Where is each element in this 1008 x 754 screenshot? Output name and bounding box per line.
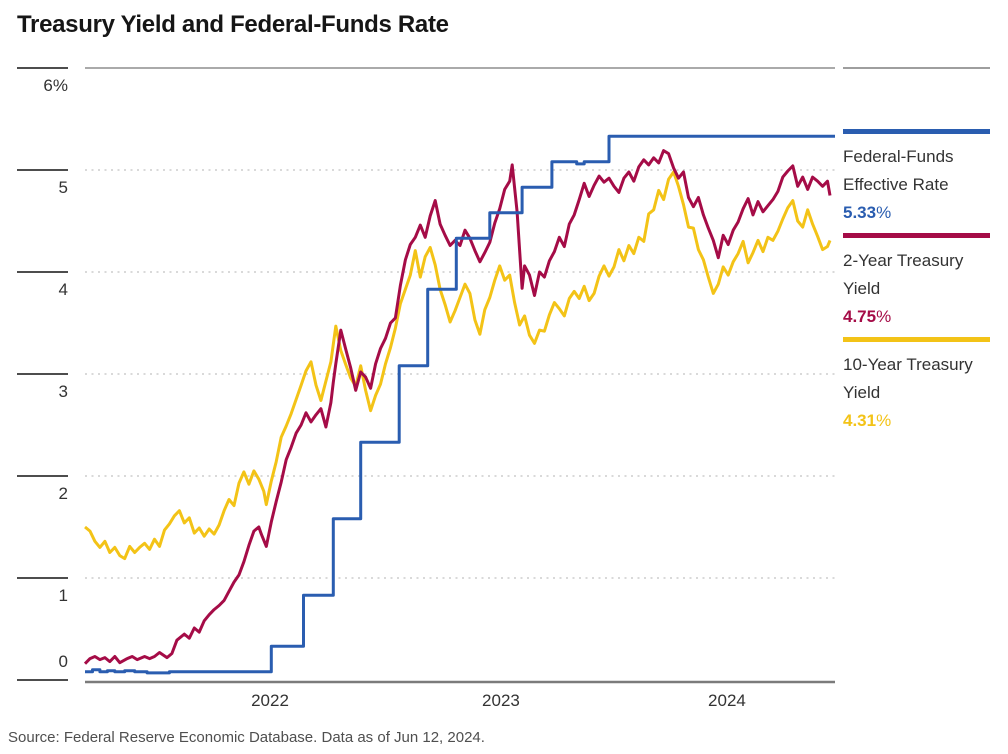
y-axis-label: 2 [58, 484, 68, 503]
legend-value-number: 5.33 [843, 203, 877, 222]
legend-value-number: 4.75 [843, 307, 877, 326]
legend-value: 4.75% [843, 303, 995, 331]
y-axis-label: 1 [58, 586, 68, 605]
y-axis-label: 0 [58, 652, 68, 671]
legend-label: Federal-Funds [843, 147, 954, 166]
x-axis-label: 2024 [708, 691, 746, 710]
series-line-yellow [84, 170, 832, 561]
legend-label: Yield [843, 279, 881, 298]
legend-label: Yield [843, 383, 881, 402]
legend-value: 5.33% [843, 199, 995, 227]
legend-value: 4.31% [843, 407, 995, 435]
legend-swatch-10yr-treasury [843, 337, 990, 342]
legend-entry-10yr-treasury: 10-Year Treasury Yield 4.31% [843, 337, 995, 435]
legend-entry-fed-funds: Federal-Funds Effective Rate 5.33% [843, 129, 995, 227]
legend-top-rule [843, 67, 990, 69]
legend-entry-2yr-treasury: 2-Year Treasury Yield 4.75% [843, 233, 995, 331]
legend-value-percent-sign: % [876, 411, 892, 430]
y-axis-label: 5 [58, 178, 68, 197]
y-axis-label: 4 [58, 280, 68, 299]
legend-label: 2-Year Treasury [843, 251, 964, 270]
series-line-blue [85, 134, 835, 675]
y-axis-label: 6% [43, 76, 68, 95]
legend-value-percent-sign: % [876, 307, 892, 326]
page-title: Treasury Yield and Federal-Funds Rate [17, 11, 449, 38]
legend-value-percent-sign: % [876, 203, 892, 222]
y-axis-label: 3 [58, 382, 68, 401]
source-note: Source: Federal Reserve Economic Databas… [8, 729, 485, 746]
legend-value-number: 4.31 [843, 411, 877, 430]
legend-swatch-2yr-treasury [843, 233, 990, 238]
x-axis-label: 2022 [251, 691, 289, 710]
x-axis-label: 2023 [482, 691, 520, 710]
legend-label: 10-Year Treasury [843, 355, 973, 374]
legend-swatch-fed-funds [843, 129, 990, 134]
series-line-red [83, 149, 832, 665]
legend-label: Effective Rate [843, 175, 949, 194]
